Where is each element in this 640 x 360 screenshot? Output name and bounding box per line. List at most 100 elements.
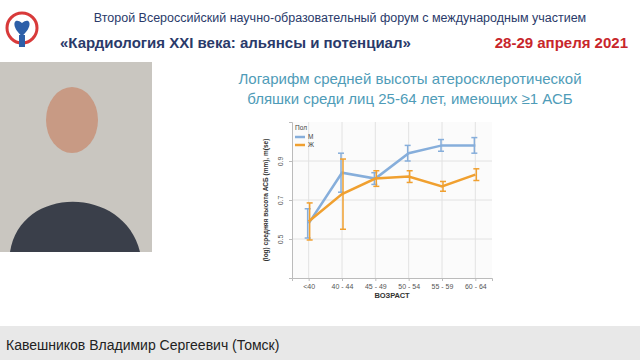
y-tick-label: 0.7 xyxy=(277,196,284,206)
x-tick-mark xyxy=(442,278,443,281)
y-tick: 0.9 xyxy=(277,157,292,167)
webcam xyxy=(0,62,152,252)
x-tick-label: <40 xyxy=(303,283,315,290)
y-tick: 0.7 xyxy=(277,196,292,206)
x-tick-label: 40 - 44 xyxy=(332,283,354,290)
logo-heart xyxy=(14,21,29,36)
error-bar xyxy=(405,145,411,161)
y-axis-line xyxy=(289,123,293,279)
error-bar-cap xyxy=(307,202,313,204)
marks xyxy=(305,138,480,240)
error-bar-cap xyxy=(473,180,479,182)
x-tick: 55 - 59 xyxy=(432,278,454,290)
x-axis: <40 40 - 44 45 - 49 50 - 54 55 - 59 60 - 64 xyxy=(293,278,493,290)
error-bar xyxy=(471,138,477,154)
error-bar-stem xyxy=(409,171,411,183)
y-tick-mark xyxy=(289,200,292,201)
error-bar-cap xyxy=(340,158,346,160)
grid-line-y xyxy=(292,161,492,162)
x-tick-mark xyxy=(409,278,410,281)
x-tick: 40 - 44 xyxy=(332,278,354,290)
x-tick: 60 - 64 xyxy=(465,278,487,290)
series-line xyxy=(309,145,476,223)
webcam-head xyxy=(46,87,98,153)
legend-swatch xyxy=(295,136,305,139)
error-bar-cap xyxy=(340,229,346,231)
error-bar-stem xyxy=(407,145,409,161)
header-line2: «Кардиология XXI века: альянсы и потенци… xyxy=(60,34,411,51)
error-bar-cap xyxy=(373,170,379,172)
y-axis-title: (log) средняя высота АСБ (mm), m(se) xyxy=(262,139,270,262)
error-bar-cap xyxy=(440,181,446,183)
plot-bg xyxy=(292,122,492,278)
error-bar-cap xyxy=(471,152,477,154)
y-tick: 0.5 xyxy=(277,235,292,245)
speaker-name: Кавешников Владимир Сергеевич (Томск) xyxy=(6,337,279,353)
chart-title: Логарифм средней высоты атеросклеротичес… xyxy=(238,70,581,107)
webcam-bg xyxy=(0,62,152,252)
header-bg xyxy=(0,0,640,58)
error-bar-cap xyxy=(440,190,446,192)
page: Второй Всероссийский научно-образователь… xyxy=(0,0,640,360)
y-tick-label: 0.5 xyxy=(277,235,284,245)
error-bar-cap xyxy=(407,170,413,172)
grid xyxy=(292,122,492,278)
x-tick-mark xyxy=(375,278,376,281)
error-bar-cap xyxy=(373,186,379,188)
x-tick-label: 55 - 59 xyxy=(432,283,454,290)
header-date: 28-29 апреля 2021 xyxy=(495,34,628,51)
legend: ПолМЖ xyxy=(295,124,314,148)
y-axis: 0.5 0.7 0.9 xyxy=(277,123,293,279)
error-bar-cap xyxy=(405,145,411,147)
legend-label: М xyxy=(308,133,313,140)
legend-title: Пол xyxy=(295,124,307,131)
error-bar-stem xyxy=(440,140,442,152)
error-bar-stem xyxy=(309,203,311,240)
error-bar xyxy=(440,181,446,191)
header-line1: Второй Всероссийский научно-образователь… xyxy=(94,11,586,25)
grid-line-y xyxy=(292,200,492,201)
webcam-body xyxy=(10,202,140,252)
logo xyxy=(7,13,37,47)
y-tick-label: 0.9 xyxy=(277,157,284,167)
legend-label: Ж xyxy=(308,141,314,148)
slide-bg xyxy=(0,58,640,326)
error-bar-cap xyxy=(405,160,411,162)
error-bar-cap xyxy=(471,137,477,139)
grid-line-x xyxy=(375,122,376,278)
x-tick: 50 - 54 xyxy=(398,278,420,290)
legend-swatch xyxy=(295,144,305,147)
x-tick: 45 - 49 xyxy=(365,278,387,290)
grid-line-x xyxy=(475,122,476,278)
error-bar-cap xyxy=(438,139,444,141)
x-tick-mark xyxy=(342,278,343,281)
error-bar xyxy=(473,169,479,181)
error-bar-stem xyxy=(307,209,309,238)
grid-line-x xyxy=(342,122,343,278)
caption-bg xyxy=(0,326,640,360)
error-bar-cap xyxy=(307,239,313,241)
error-bar xyxy=(373,171,379,187)
x-tick: <40 xyxy=(303,278,315,290)
y-tick-mark xyxy=(289,161,292,162)
x-tick-label: 60 - 64 xyxy=(465,283,487,290)
series xyxy=(307,159,480,240)
x-axis-title: ВОЗРАСТ xyxy=(374,291,410,300)
grid-line-y xyxy=(292,239,492,240)
background xyxy=(0,0,640,360)
error-bar-cap xyxy=(438,151,444,153)
series xyxy=(305,138,478,238)
x-tick-mark xyxy=(475,278,476,281)
x-tick-label: 50 - 54 xyxy=(398,283,420,290)
error-bar xyxy=(407,171,413,183)
error-bar xyxy=(340,159,346,229)
x-tick-label: 45 - 49 xyxy=(365,283,387,290)
logo-cross xyxy=(19,35,25,47)
x-tick-mark xyxy=(309,278,310,281)
error-bar xyxy=(307,203,313,240)
error-bar-stem xyxy=(342,159,344,229)
error-bar xyxy=(438,140,444,152)
error-bar-cap xyxy=(473,168,479,170)
error-bar-stem xyxy=(474,138,476,154)
error-bar-cap xyxy=(407,182,413,184)
